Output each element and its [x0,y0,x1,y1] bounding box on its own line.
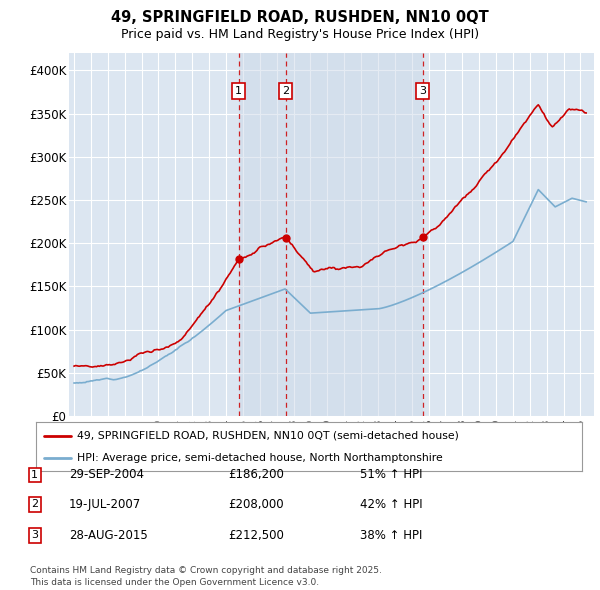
Text: £208,000: £208,000 [228,498,284,511]
Text: 49, SPRINGFIELD ROAD, RUSHDEN, NN10 0QT: 49, SPRINGFIELD ROAD, RUSHDEN, NN10 0QT [111,10,489,25]
Text: £212,500: £212,500 [228,529,284,542]
Text: 2: 2 [31,500,38,509]
Bar [239,53,286,416]
Text: 1: 1 [235,86,242,96]
Text: Price paid vs. HM Land Registry's House Price Index (HPI): Price paid vs. HM Land Registry's House … [121,28,479,41]
Text: HPI: Average price, semi-detached house, North Northamptonshire: HPI: Average price, semi-detached house,… [77,453,443,463]
Text: 51% ↑ HPI: 51% ↑ HPI [360,468,422,481]
Text: 3: 3 [419,86,427,96]
Bar [286,53,423,416]
Text: £186,200: £186,200 [228,468,284,481]
Text: 49, SPRINGFIELD ROAD, RUSHDEN, NN10 0QT (semi-detached house): 49, SPRINGFIELD ROAD, RUSHDEN, NN10 0QT … [77,431,459,441]
Text: 28-AUG-2015: 28-AUG-2015 [69,529,148,542]
Text: 38% ↑ HPI: 38% ↑ HPI [360,529,422,542]
Text: 29-SEP-2004: 29-SEP-2004 [69,468,144,481]
Text: 19-JUL-2007: 19-JUL-2007 [69,498,141,511]
Text: 2: 2 [282,86,289,96]
Text: Contains HM Land Registry data © Crown copyright and database right 2025.
This d: Contains HM Land Registry data © Crown c… [30,566,382,587]
Text: 42% ↑ HPI: 42% ↑ HPI [360,498,422,511]
Text: 1: 1 [31,470,38,480]
Text: 3: 3 [31,530,38,540]
